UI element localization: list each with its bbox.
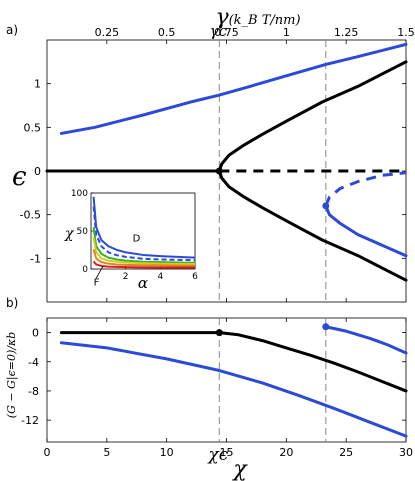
top-x-axis-label-unit: (k_B T/nm) xyxy=(229,13,301,28)
bottom-series-line xyxy=(324,325,408,355)
inset-series-line xyxy=(92,206,196,262)
top-y-tick-label: 0 xyxy=(34,165,41,178)
bottom-x-tick-label: 0 xyxy=(44,446,51,459)
inset-x-tick-label: 4 xyxy=(157,272,163,282)
bottom-x-tick-label: 30 xyxy=(399,446,413,459)
top-panel: -1 -0.5 0 0.5 1 0.25 0.5 0.75 1 1.25 1.5 γc xyxy=(20,22,415,303)
top-x-tick-label: 1 xyxy=(283,26,290,39)
bottom-y-axis-label: (G − G|ϵ=0)/κb xyxy=(5,332,19,418)
bottom-series-line xyxy=(59,331,408,393)
inset-y-tick-label: 100 xyxy=(71,189,88,199)
panel-b-label: b) xyxy=(6,296,18,310)
inset-x-axis-label: α xyxy=(138,274,148,292)
top-x-tick-label: 1.5 xyxy=(397,26,415,39)
panel-a-label: a) xyxy=(6,23,18,37)
inset-y-axis-label: χ xyxy=(64,226,75,242)
inset-series-line xyxy=(92,227,196,264)
bottom-panel: -12 -8 -4 0 0 5 10 15 20 25 30 χc xyxy=(21,317,413,465)
inset-panel: 0 50 100 2 4 6 α χ D F xyxy=(61,183,205,292)
top-x-tick-label: 0.5 xyxy=(158,26,176,39)
bottom-x-tick-label: 15 xyxy=(220,446,234,459)
top-x-axis-label-symbol: γ xyxy=(215,5,229,30)
inset-y-tick-label: 0 xyxy=(82,265,88,275)
top-x-tick-label: 0.25 xyxy=(95,26,120,39)
top-y-tick-label: 0.5 xyxy=(24,121,42,134)
gamma-c-label: γc xyxy=(210,22,228,40)
inset-x-tick-label: 6 xyxy=(192,272,198,282)
bottom-marker-point xyxy=(322,323,330,331)
inset-annotation-pointer xyxy=(95,265,104,279)
bottom-x-tick-label: 25 xyxy=(339,446,353,459)
bottom-y-tick-label: -4 xyxy=(28,356,39,369)
top-marker-point xyxy=(322,202,330,210)
inset-x-tick-label: 2 xyxy=(123,272,129,282)
inset-annotation: F xyxy=(94,278,100,289)
inset-annotation: D xyxy=(133,234,141,245)
inset-series-line xyxy=(92,236,196,266)
bottom-x-tick-label: 20 xyxy=(279,446,293,459)
bottom-x-axis-label: χ xyxy=(231,457,248,481)
bottom-series-line xyxy=(59,341,408,438)
top-series-line xyxy=(217,60,408,173)
top-x-tick-label: 1.25 xyxy=(334,26,359,39)
bottom-x-tick-label: 10 xyxy=(160,446,174,459)
chi-c-label: χc xyxy=(207,445,228,465)
top-series-line xyxy=(324,204,408,258)
bottom-marker-point xyxy=(215,329,223,337)
top-x-axis-label: γ(k_B T/nm) xyxy=(215,5,300,30)
top-y-tick-label: 1 xyxy=(34,78,41,91)
inset-y-tick-label: 50 xyxy=(77,227,89,237)
top-series-line xyxy=(217,169,408,282)
top-y-tick-label: -0.5 xyxy=(20,209,41,222)
bottom-y-tick-label: 0 xyxy=(32,327,39,340)
top-series-line xyxy=(59,42,408,135)
inset-series-line xyxy=(92,248,196,267)
top-y-axis-label: ϵ xyxy=(12,162,27,192)
bottom-y-tick-label: -8 xyxy=(28,385,39,398)
top-x-tick-label: 0.75 xyxy=(214,26,239,39)
bottom-plot-frame xyxy=(46,317,407,443)
top-marker-point xyxy=(215,167,223,175)
top-y-tick-label: -1 xyxy=(30,252,41,265)
top-series-line xyxy=(324,171,407,207)
inset-series-line xyxy=(92,260,196,269)
bottom-x-tick-label: 5 xyxy=(103,446,110,459)
bottom-y-tick-label: -12 xyxy=(21,414,39,427)
inset-series-line xyxy=(92,196,196,259)
